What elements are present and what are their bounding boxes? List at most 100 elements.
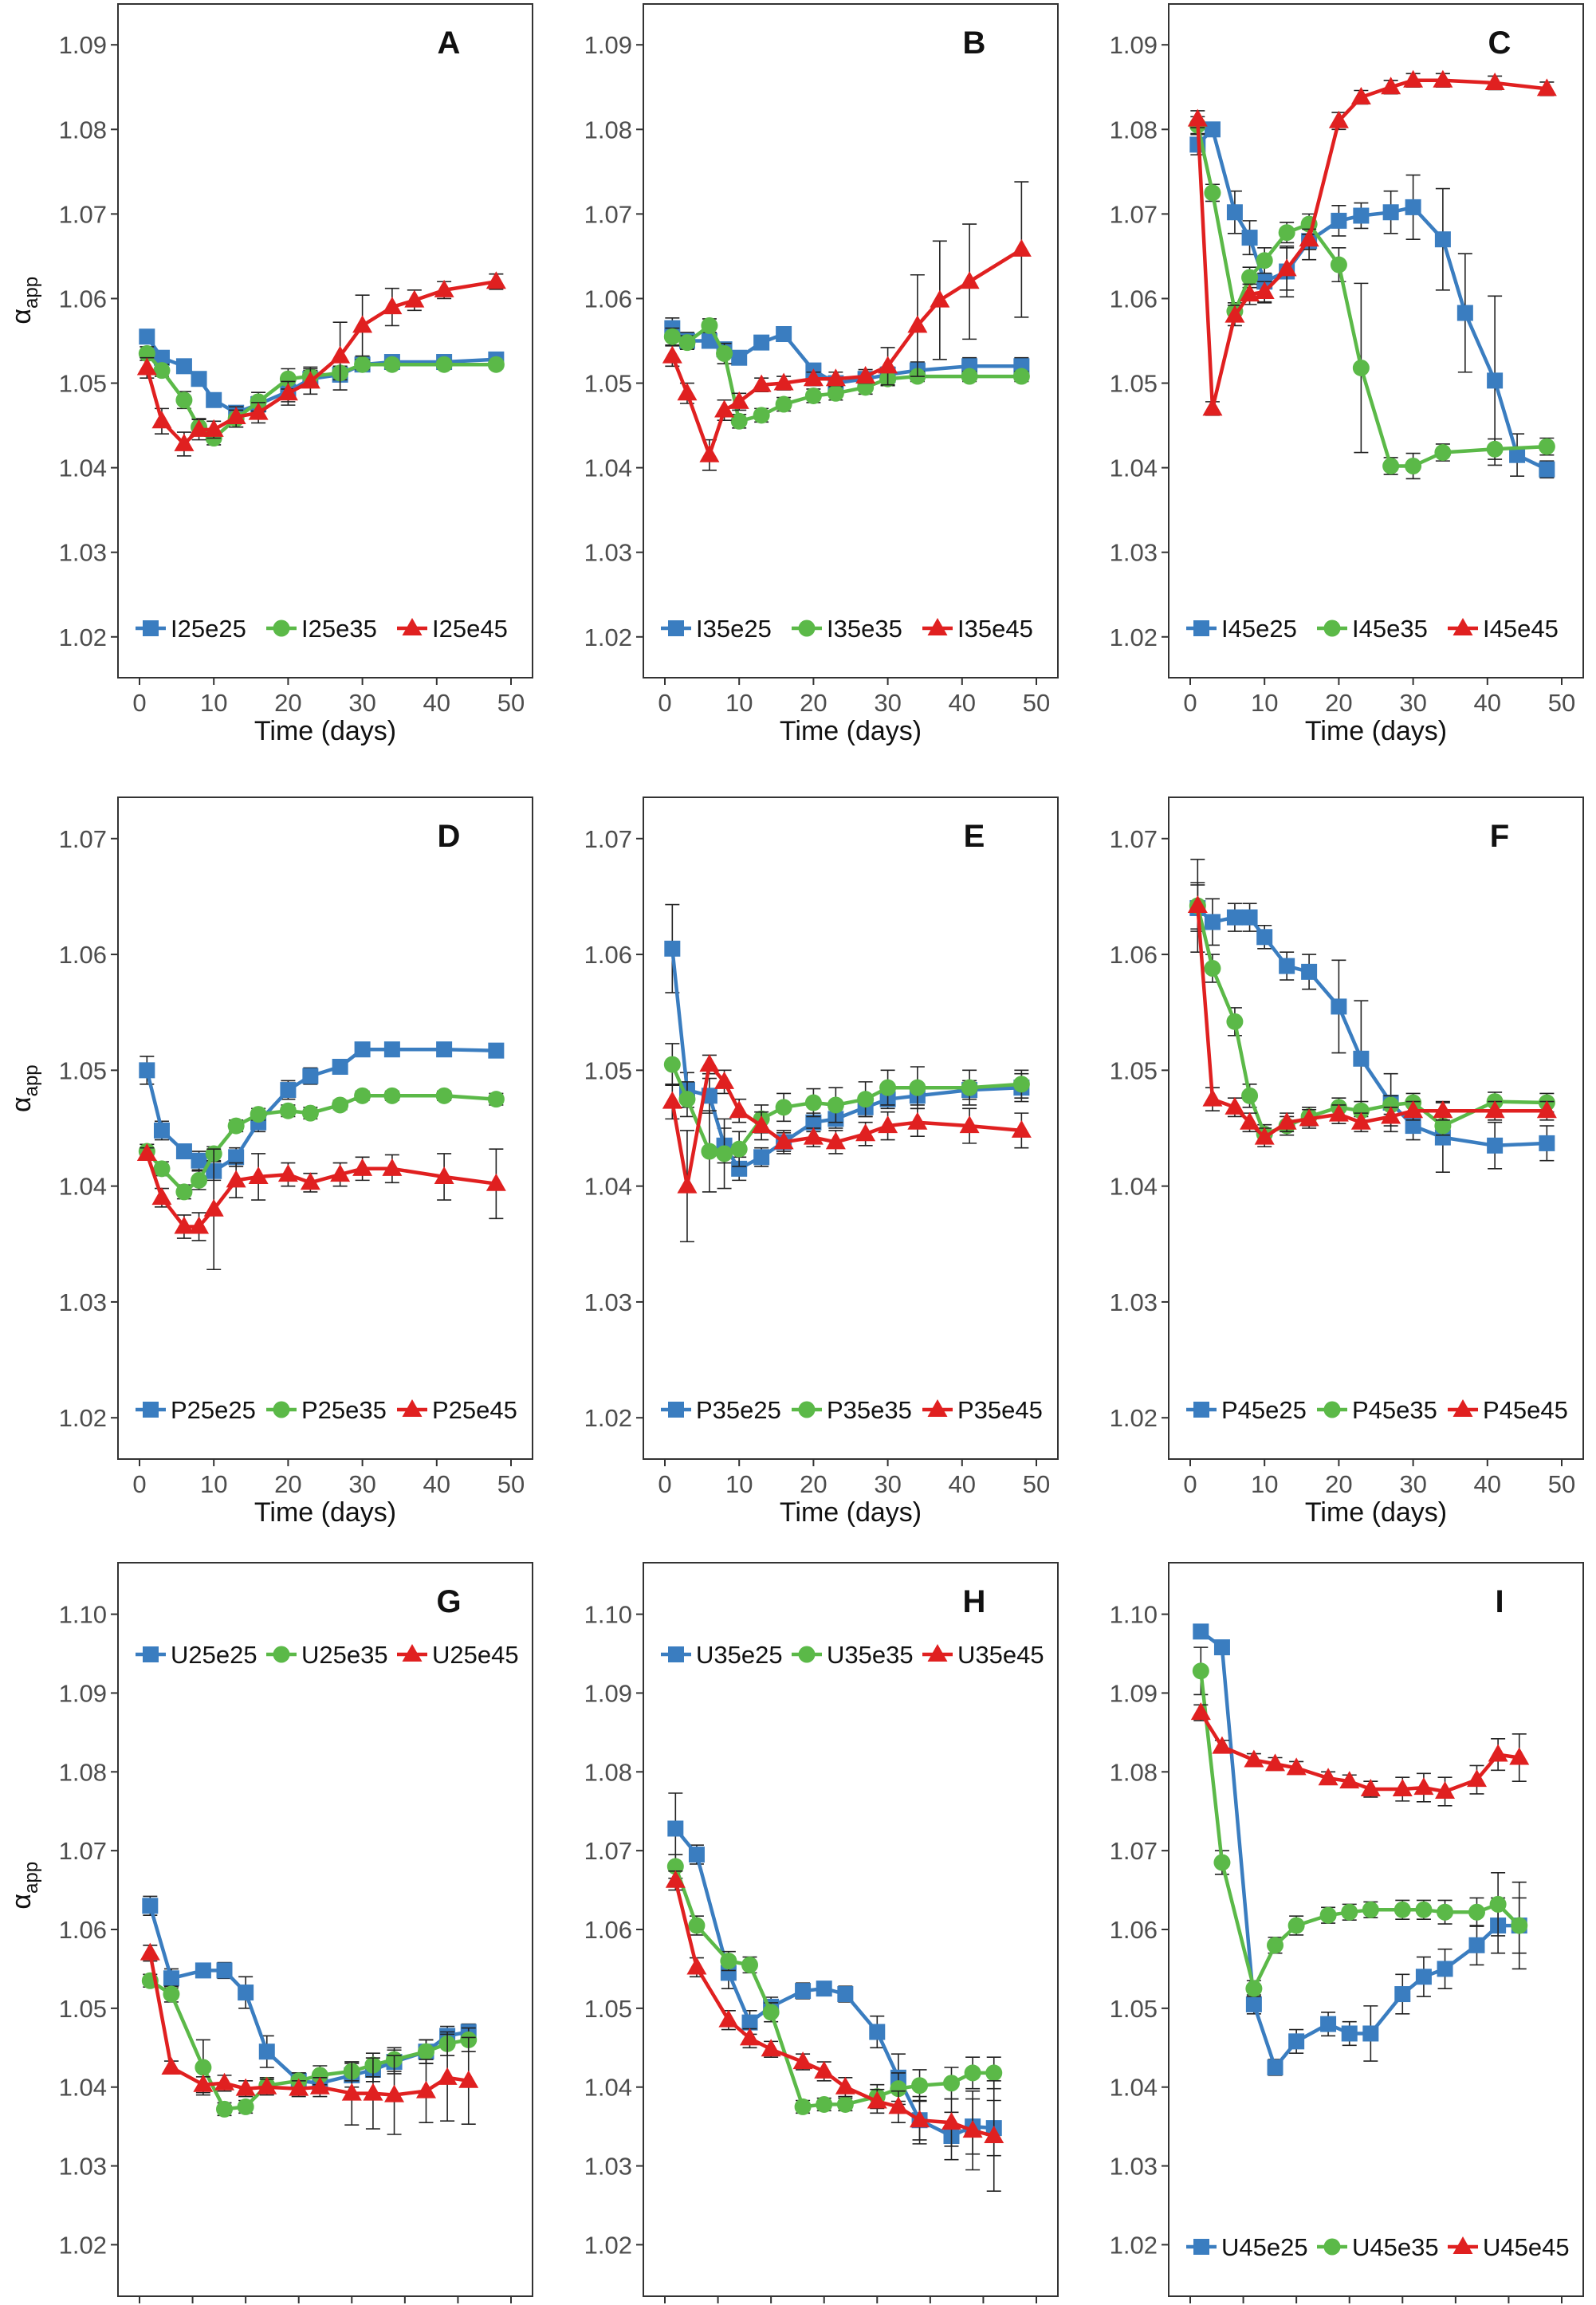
data-point <box>888 2096 909 2114</box>
legend-item-i35e45: I35e45 <box>922 615 1033 643</box>
data-point <box>435 1087 453 1104</box>
data-point <box>714 399 735 418</box>
data-point <box>1256 252 1273 269</box>
data-point <box>139 328 155 345</box>
data-point <box>1489 1895 1507 1913</box>
data-point <box>718 2009 739 2028</box>
data-point <box>1468 1937 1485 1953</box>
data-point <box>878 356 898 374</box>
x-tick-label: 0 <box>1183 1470 1197 1498</box>
data-point <box>1405 1118 1421 1135</box>
data-point <box>1299 229 1319 247</box>
legend-marker <box>927 618 948 635</box>
data-point <box>1405 199 1421 215</box>
panel-letter: G <box>436 1584 461 1619</box>
data-point <box>1226 204 1243 221</box>
data-point <box>714 1071 735 1089</box>
data-point <box>1202 398 1223 416</box>
data-point <box>816 1980 832 1997</box>
y-tick-label: 1.05 <box>584 1995 632 2023</box>
legend-label: U45e35 <box>1352 2233 1439 2261</box>
panel-e: 1.02 1.03 1.04 1.05 1.06 1.07 0 10 20 30 40 50 Time … <box>584 797 1059 1528</box>
data-point <box>662 345 682 364</box>
data-point <box>383 1087 401 1104</box>
legend: I35e25 I35e35 I35e45 <box>661 615 1033 643</box>
data-point <box>1012 368 1030 385</box>
data-point <box>1394 1901 1411 1918</box>
y-tick-label: 1.03 <box>59 2153 107 2181</box>
legend-marker <box>1323 1401 1341 1418</box>
legend-marker <box>402 1644 423 1662</box>
y-axis-title-main: α <box>6 1096 37 1112</box>
data-point <box>1433 1100 1453 1119</box>
data-point <box>280 1082 297 1099</box>
data-point <box>773 372 794 391</box>
x-tick-label: 0 <box>132 689 146 717</box>
data-point <box>776 326 792 343</box>
data-point <box>250 393 267 411</box>
data-point <box>1539 1135 1555 1151</box>
series-u25e45 <box>140 1942 479 2135</box>
data-point <box>1279 958 1295 974</box>
data-point <box>803 368 824 387</box>
y-tick-label: 1.06 <box>59 941 107 969</box>
data-point <box>341 2083 362 2101</box>
data-point <box>1193 1623 1209 1640</box>
data-point <box>191 1171 208 1189</box>
y-tick-label: 1.04 <box>584 1173 632 1201</box>
legend-item-i25e35: I25e35 <box>266 615 377 643</box>
data-point <box>1350 1111 1371 1130</box>
data-point <box>1394 1986 1411 2003</box>
x-tick-label: 20 <box>274 689 301 717</box>
panel-letter: A <box>438 26 461 61</box>
data-point <box>352 1158 373 1176</box>
series-p45e45 <box>1187 859 1557 1148</box>
data-point <box>1241 269 1259 286</box>
x-tick-label: 20 <box>274 1470 301 1498</box>
data-point <box>195 2059 212 2076</box>
data-point <box>1187 108 1208 127</box>
y-tick-label: 1.02 <box>59 2231 107 2259</box>
data-point <box>363 2083 383 2101</box>
data-point <box>309 2076 330 2095</box>
data-point <box>139 1062 155 1079</box>
data-point <box>1330 256 1347 273</box>
data-point <box>731 1160 748 1177</box>
data-point <box>753 1149 770 1166</box>
data-point <box>1538 438 1555 455</box>
y-tick-label: 1.02 <box>584 2231 632 2259</box>
data-point <box>140 1942 160 1961</box>
data-point <box>1213 1639 1230 1656</box>
data-point <box>1381 1106 1401 1124</box>
data-point <box>961 1079 978 1096</box>
data-point <box>193 2074 214 2092</box>
data-point <box>1190 1702 1211 1721</box>
data-point <box>1226 909 1243 926</box>
series-line <box>674 1866 994 2109</box>
legend-item-p45e25: P45e25 <box>1186 1396 1307 1424</box>
x-tick-label: 10 <box>725 689 753 717</box>
y-tick-label: 1.06 <box>59 285 107 313</box>
data-point <box>238 1984 254 2001</box>
data-point <box>1468 1903 1485 1921</box>
legend-label: I45e35 <box>1352 615 1428 643</box>
data-point <box>300 1172 320 1190</box>
data-point <box>1254 1127 1275 1145</box>
panel-letter: E <box>964 819 985 854</box>
data-point <box>792 2051 813 2070</box>
data-point <box>189 1216 210 1234</box>
y-tick-label: 1.07 <box>1110 825 1158 853</box>
data-point <box>237 2098 254 2115</box>
data-point <box>961 368 978 385</box>
legend-item-i45e45: I45e45 <box>1448 615 1559 643</box>
data-point <box>688 1917 706 1934</box>
legend-label: I45e45 <box>1483 615 1559 643</box>
legend-label: I35e25 <box>696 615 772 643</box>
data-point <box>330 1164 351 1182</box>
data-point <box>1331 998 1347 1015</box>
data-point <box>1487 1137 1504 1154</box>
data-point <box>909 1079 926 1096</box>
y-tick-label: 1.10 <box>59 1601 107 1629</box>
legend: P25e25 P25e35 P25e45 <box>136 1396 517 1424</box>
legend-label: I25e35 <box>301 615 377 643</box>
